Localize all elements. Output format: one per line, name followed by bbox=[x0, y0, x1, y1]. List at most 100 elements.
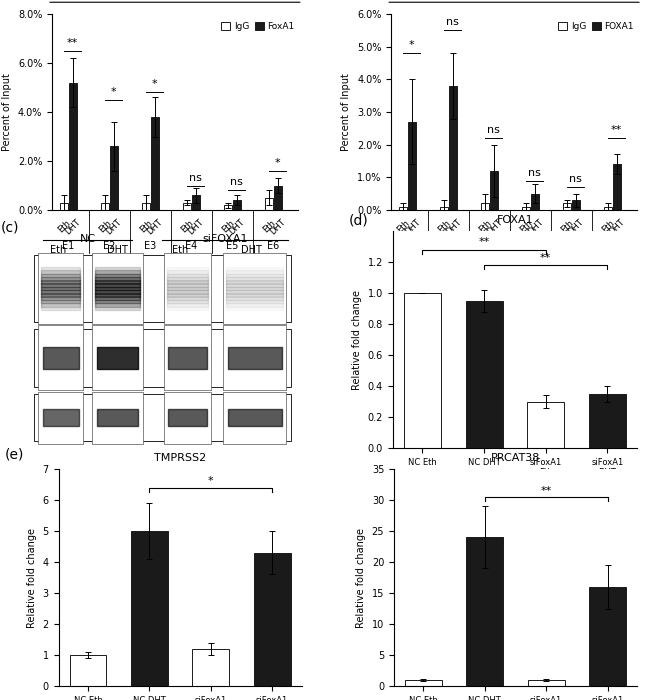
Text: Eth: Eth bbox=[97, 218, 113, 234]
Text: Eth: Eth bbox=[179, 218, 195, 234]
Bar bbox=[224, 205, 232, 210]
Bar bbox=[111, 146, 118, 210]
Title: VCaP: VCaP bbox=[500, 0, 528, 2]
Text: DHT: DHT bbox=[444, 218, 463, 237]
Text: Eth: Eth bbox=[138, 218, 154, 234]
Bar bbox=[589, 587, 626, 686]
Title: PRCAT38: PRCAT38 bbox=[491, 453, 540, 463]
Bar bbox=[265, 198, 273, 210]
Text: E5: E5 bbox=[566, 241, 578, 251]
Bar bbox=[151, 117, 159, 210]
Text: DHT: DHT bbox=[268, 218, 287, 237]
Bar bbox=[34, 328, 291, 387]
Bar bbox=[589, 393, 626, 448]
Text: DHT: DHT bbox=[227, 218, 246, 237]
Y-axis label: Percent of Input: Percent of Input bbox=[2, 73, 12, 151]
Bar bbox=[572, 200, 580, 210]
Text: E6: E6 bbox=[606, 241, 619, 251]
Text: Eth: Eth bbox=[395, 218, 411, 234]
Legend: IgG, FoxA1: IgG, FoxA1 bbox=[218, 18, 298, 35]
Text: Eth: Eth bbox=[261, 218, 277, 234]
Text: **: ** bbox=[67, 38, 78, 48]
Text: E3: E3 bbox=[484, 241, 496, 251]
Text: Eth: Eth bbox=[436, 218, 452, 234]
Text: **: ** bbox=[478, 237, 489, 247]
Text: E4: E4 bbox=[525, 241, 537, 251]
Bar bbox=[142, 203, 150, 210]
Text: DHT: DHT bbox=[187, 218, 205, 237]
Bar bbox=[405, 680, 442, 686]
Bar bbox=[233, 200, 241, 210]
Text: Eth: Eth bbox=[49, 245, 66, 255]
Bar bbox=[613, 164, 621, 210]
Text: E5: E5 bbox=[226, 241, 239, 251]
Text: (e): (e) bbox=[5, 447, 25, 461]
Y-axis label: Relative fold change: Relative fold change bbox=[27, 528, 37, 627]
Bar bbox=[441, 206, 448, 210]
Text: *: * bbox=[208, 476, 214, 486]
Text: E1: E1 bbox=[402, 241, 414, 251]
Text: E2: E2 bbox=[103, 241, 116, 251]
Legend: IgG, FOXA1: IgG, FOXA1 bbox=[554, 18, 638, 35]
Bar bbox=[192, 649, 229, 686]
Bar bbox=[38, 391, 83, 444]
Bar bbox=[466, 537, 503, 686]
Text: DHT: DHT bbox=[107, 245, 128, 255]
Text: E3: E3 bbox=[144, 241, 157, 251]
Bar bbox=[564, 204, 571, 210]
Text: siFOXA1: siFOXA1 bbox=[202, 234, 248, 244]
Bar bbox=[604, 206, 612, 210]
Text: Eth: Eth bbox=[559, 218, 575, 234]
Bar bbox=[38, 253, 83, 324]
Title: TMPRSS2: TMPRSS2 bbox=[154, 453, 206, 463]
Bar bbox=[490, 171, 498, 210]
Bar bbox=[164, 391, 211, 444]
Bar bbox=[192, 195, 200, 210]
Text: Eth: Eth bbox=[172, 245, 188, 255]
Text: ns: ns bbox=[189, 173, 202, 183]
Text: ns: ns bbox=[528, 168, 541, 178]
Text: E2: E2 bbox=[443, 241, 455, 251]
Text: DHT: DHT bbox=[567, 218, 586, 237]
Text: *: * bbox=[409, 41, 415, 50]
Bar bbox=[531, 194, 539, 210]
Bar bbox=[528, 680, 565, 686]
Text: Eth: Eth bbox=[220, 218, 236, 234]
Text: ns: ns bbox=[230, 178, 243, 188]
Text: (c): (c) bbox=[1, 220, 20, 234]
Text: **: ** bbox=[540, 253, 551, 263]
Bar bbox=[92, 253, 143, 324]
Bar bbox=[449, 86, 457, 210]
Bar bbox=[69, 83, 77, 210]
Text: Eth: Eth bbox=[56, 218, 72, 234]
Text: DHT: DHT bbox=[526, 218, 545, 237]
Bar bbox=[70, 655, 107, 686]
Text: DHT: DHT bbox=[485, 218, 504, 237]
Bar bbox=[482, 204, 489, 210]
Bar bbox=[183, 203, 191, 210]
Bar bbox=[60, 203, 68, 210]
Bar bbox=[131, 531, 168, 686]
Bar bbox=[527, 402, 564, 448]
Title: LNCaP: LNCaP bbox=[157, 0, 193, 2]
Bar bbox=[92, 391, 143, 444]
Bar bbox=[164, 253, 211, 324]
Text: **: ** bbox=[611, 125, 622, 135]
Text: DHT: DHT bbox=[403, 218, 422, 237]
Bar bbox=[34, 393, 291, 442]
Bar bbox=[224, 326, 286, 391]
Bar bbox=[274, 186, 282, 210]
Text: Eth: Eth bbox=[600, 218, 616, 234]
Bar bbox=[92, 326, 143, 391]
Bar bbox=[38, 326, 83, 391]
Text: DHT: DHT bbox=[64, 218, 83, 237]
Bar bbox=[465, 301, 502, 448]
Text: **: ** bbox=[541, 486, 552, 496]
Bar bbox=[408, 122, 416, 210]
Text: E6: E6 bbox=[267, 241, 280, 251]
Text: (d): (d) bbox=[349, 214, 369, 228]
Y-axis label: Relative fold change: Relative fold change bbox=[352, 290, 362, 389]
Y-axis label: Percent of Input: Percent of Input bbox=[341, 73, 352, 151]
Text: DHT: DHT bbox=[608, 218, 627, 237]
Text: E4: E4 bbox=[185, 241, 198, 251]
